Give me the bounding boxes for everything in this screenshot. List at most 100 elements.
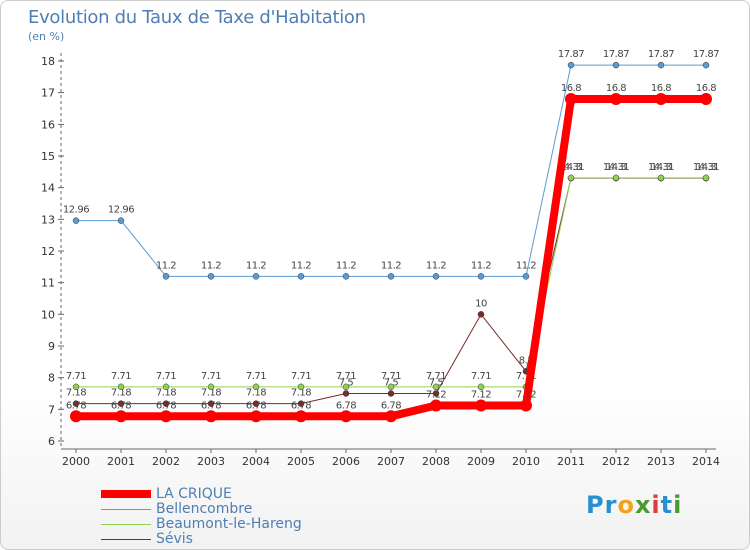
y-tick-label: 13 bbox=[41, 213, 55, 226]
data-label: 11.2 bbox=[201, 260, 221, 271]
data-label: 10 bbox=[475, 298, 487, 309]
data-label: 11.2 bbox=[381, 260, 401, 271]
data-point bbox=[162, 383, 170, 391]
data-label: 14.31 bbox=[648, 162, 674, 173]
data-label: 14.3 bbox=[606, 162, 626, 173]
data-point bbox=[117, 217, 125, 224]
data-label: 7.18 bbox=[66, 388, 86, 399]
data-label: 16.8 bbox=[561, 83, 581, 94]
x-tick-label: 2009 bbox=[467, 455, 495, 468]
data-label: 7.71 bbox=[291, 371, 311, 382]
y-tick-label: 9 bbox=[48, 340, 55, 353]
chart-title: Evolution du Taux de Taxe d'Habitation bbox=[28, 7, 366, 28]
data-point bbox=[342, 390, 350, 397]
data-point bbox=[610, 93, 622, 105]
data-point bbox=[477, 311, 485, 318]
data-label: 11.2 bbox=[426, 260, 446, 271]
y-tick-label: 6 bbox=[48, 435, 55, 448]
data-label: 11.2 bbox=[516, 260, 536, 271]
data-label: 12.96 bbox=[63, 205, 89, 216]
data-point bbox=[342, 383, 350, 391]
data-point bbox=[162, 273, 170, 280]
x-tick-label: 2010 bbox=[512, 455, 540, 468]
data-label: 17.87 bbox=[693, 49, 719, 60]
legend-label: LA CRIQUE bbox=[156, 486, 232, 502]
data-point bbox=[387, 390, 395, 397]
data-label: 7.71 bbox=[156, 371, 176, 382]
data-point bbox=[162, 400, 170, 407]
data-label: 6.78 bbox=[201, 400, 221, 411]
y-tick-label: 17 bbox=[41, 87, 55, 100]
data-label: 17.87 bbox=[603, 49, 629, 60]
data-label: 11.2 bbox=[156, 260, 176, 271]
data-point bbox=[432, 390, 440, 397]
data-point bbox=[702, 61, 710, 69]
data-label: 7.5 bbox=[339, 378, 354, 389]
legend-swatch bbox=[101, 539, 151, 540]
data-point bbox=[477, 383, 485, 391]
y-tick-label: 12 bbox=[41, 245, 55, 258]
legend-swatch bbox=[101, 490, 151, 498]
y-tick-label: 18 bbox=[41, 55, 55, 68]
data-label: 11.2 bbox=[336, 260, 356, 271]
legend-label: Bellencombre bbox=[156, 501, 253, 517]
y-tick-label: 10 bbox=[41, 308, 55, 321]
data-point bbox=[250, 410, 262, 423]
y-tick-label: 14 bbox=[41, 182, 55, 195]
data-label: 7.12 bbox=[516, 390, 536, 401]
data-point bbox=[567, 61, 575, 69]
legend-label: Sévis bbox=[156, 531, 193, 547]
y-tick-label: 15 bbox=[41, 150, 55, 163]
chart-unit-label: (en %) bbox=[28, 30, 65, 43]
data-point bbox=[72, 217, 80, 224]
data-point bbox=[432, 383, 440, 391]
data-label: 6.78 bbox=[111, 400, 131, 411]
data-label: 7.18 bbox=[111, 388, 131, 399]
data-label: 14.31 bbox=[693, 162, 719, 173]
data-label: 7.71 bbox=[201, 371, 221, 382]
logo-letter: o bbox=[617, 491, 635, 519]
data-label: 7.71 bbox=[381, 371, 401, 382]
data-label: 7.5 bbox=[384, 378, 399, 389]
data-point bbox=[207, 383, 215, 391]
data-label: 11.2 bbox=[291, 260, 311, 271]
x-tick-label: 2011 bbox=[557, 455, 585, 468]
legend-swatch bbox=[101, 524, 151, 525]
legend-swatch bbox=[101, 509, 151, 510]
data-label: 6.78 bbox=[156, 400, 176, 411]
data-point bbox=[252, 383, 260, 391]
data-label: 14.3 bbox=[651, 162, 671, 173]
data-point bbox=[385, 410, 397, 423]
data-label: 7.18 bbox=[201, 388, 221, 399]
y-tick-label: 7 bbox=[48, 403, 55, 416]
data-point bbox=[655, 93, 667, 105]
data-point bbox=[115, 410, 127, 423]
data-label: 6.78 bbox=[381, 400, 401, 411]
data-point bbox=[657, 174, 665, 182]
data-label: 14.31 bbox=[558, 162, 584, 173]
data-point bbox=[700, 93, 712, 105]
data-point bbox=[252, 400, 260, 407]
x-tick-label: 2014 bbox=[692, 455, 720, 468]
data-point bbox=[702, 174, 710, 182]
data-point bbox=[430, 399, 442, 412]
data-point bbox=[70, 410, 82, 423]
x-tick-label: 2000 bbox=[62, 455, 90, 468]
data-label: 11.2 bbox=[471, 260, 491, 271]
data-label: 7.71 bbox=[111, 371, 131, 382]
data-point bbox=[252, 273, 260, 280]
data-label: 7.5 bbox=[429, 378, 444, 389]
x-tick-label: 2002 bbox=[152, 455, 180, 468]
y-tick-label: 16 bbox=[41, 118, 55, 131]
data-label: 11.2 bbox=[246, 260, 266, 271]
x-tick-label: 2006 bbox=[332, 455, 360, 468]
data-point bbox=[117, 400, 125, 407]
data-label: 16.8 bbox=[696, 83, 716, 94]
data-label: 12.96 bbox=[108, 205, 134, 216]
data-point bbox=[387, 383, 395, 391]
data-point bbox=[475, 399, 487, 412]
data-label: 7.71 bbox=[426, 371, 446, 382]
legend-label: Beaumont-le-Hareng bbox=[156, 516, 302, 532]
